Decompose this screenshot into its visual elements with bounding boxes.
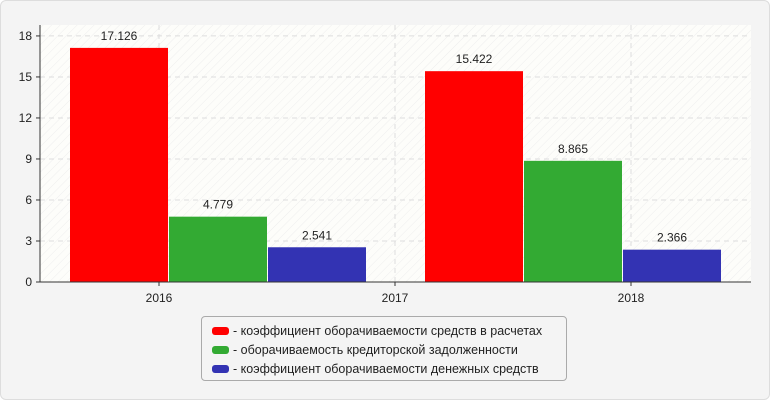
legend: - коэффициент оборачиваемости средств в … — [201, 316, 567, 381]
y-tick-label: 18 — [19, 29, 33, 43]
y-tick-label: 9 — [25, 152, 32, 166]
legend-swatch — [212, 345, 229, 354]
legend-item: - коэффициент оборачиваемости средств в … — [202, 321, 566, 340]
x-tick-label: 2016 — [146, 291, 173, 305]
legend-label: - коэффициент оборачиваемости денежных с… — [233, 361, 539, 376]
bar — [70, 47, 168, 282]
y-tick-label: 12 — [19, 111, 33, 125]
legend-swatch — [212, 364, 229, 373]
data-label: 4.779 — [203, 198, 233, 212]
y-tick-label: 15 — [19, 70, 33, 84]
y-tick-label: 0 — [25, 275, 32, 289]
legend-label: - коэффициент оборачиваемости средств в … — [233, 323, 543, 338]
bar — [425, 71, 523, 282]
y-tick-label: 3 — [25, 234, 32, 248]
bar — [524, 160, 622, 282]
bar — [169, 216, 267, 282]
x-tick-label: 2017 — [382, 291, 409, 305]
data-label: 15.422 — [456, 52, 493, 66]
legend-swatch — [212, 326, 229, 335]
y-tick-label: 6 — [25, 193, 32, 207]
bar — [623, 249, 721, 282]
data-label: 17.126 — [101, 29, 138, 43]
x-tick-label: 2018 — [618, 291, 645, 305]
legend-item: - оборачиваемость кредиторской задолженн… — [202, 340, 566, 359]
legend-item: - коэффициент оборачиваемости денежных с… — [202, 359, 566, 378]
legend-label: - оборачиваемость кредиторской задолженн… — [233, 342, 518, 357]
data-label: 2.541 — [302, 228, 332, 242]
bar — [268, 247, 366, 282]
data-label: 8.865 — [558, 142, 588, 156]
data-label: 2.366 — [657, 231, 687, 245]
